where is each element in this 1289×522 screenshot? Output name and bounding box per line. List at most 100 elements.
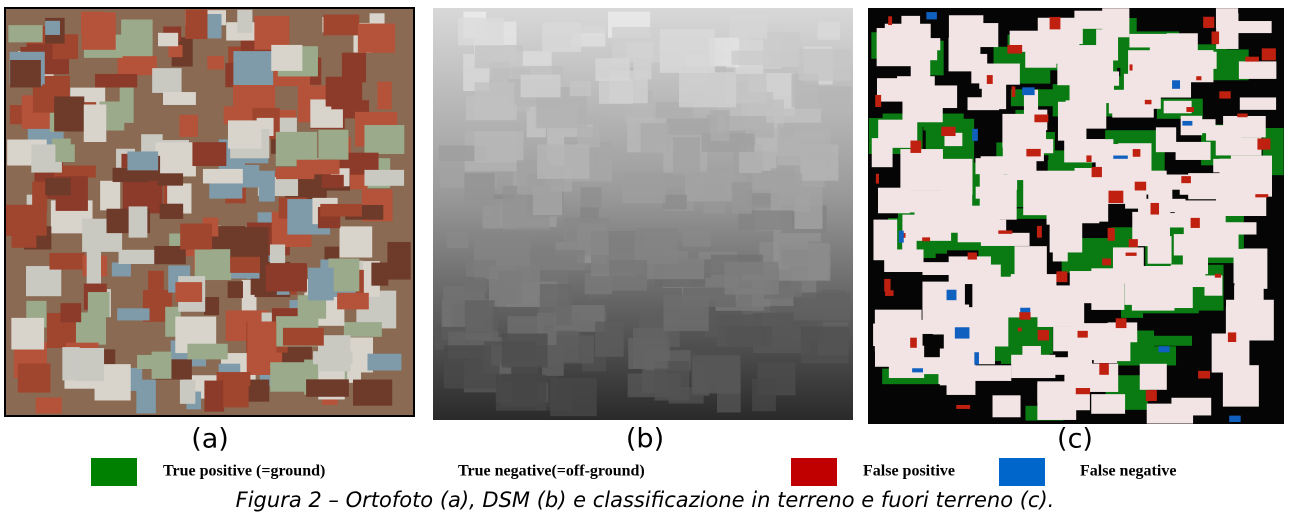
building-patch [949,15,983,38]
building-patch [1091,394,1125,414]
roof [180,224,212,250]
building-patch [1156,127,1176,152]
error-patch [1245,57,1259,62]
building-patch [1223,116,1266,137]
dsm-building [711,110,730,141]
roof [88,292,110,317]
dsm-building [752,173,802,193]
error-patch [899,231,904,243]
roof [247,322,276,358]
roof [297,160,340,175]
roof [163,92,196,105]
error-patch [1076,388,1090,394]
building-patch [919,38,940,50]
roof [36,398,62,414]
error-patch [1146,390,1157,401]
dsm-building [752,379,776,411]
building-patch [1132,289,1175,311]
building-patch [1053,327,1075,351]
building-patch [970,365,1012,381]
roof [344,322,382,337]
building-patch [1240,97,1276,109]
roof [195,249,232,280]
error-patch [1108,228,1115,241]
building-patch [872,138,893,167]
building-patch [1176,142,1211,160]
error-patch [1108,191,1123,203]
error-patch [1229,416,1240,422]
building-patch [1138,199,1185,212]
dsm-building [521,75,561,98]
roof [95,74,137,88]
error-patch [1116,318,1127,328]
dsm-building [685,171,733,201]
dsm-building [577,126,600,147]
error-patch [1196,76,1201,80]
error-patch [912,368,923,372]
dsm-building [465,300,495,332]
roof [127,151,158,170]
error-patch [1012,86,1016,97]
error-patch [1255,194,1268,197]
dsm-building [692,355,740,393]
building-patch [916,161,933,187]
building-patch [1148,236,1172,264]
roof [45,21,60,35]
dsm-building [799,49,851,81]
error-patch [1203,17,1214,28]
roof [233,84,275,111]
roof [254,16,289,50]
error-patch [888,16,892,25]
dsm-building [793,292,850,320]
building-patch [949,38,981,72]
roof [168,45,182,57]
roof [364,170,404,186]
error-patch [1007,45,1022,54]
error-patch [910,338,917,348]
error-patch [1182,121,1192,126]
roof [358,24,395,53]
building-patch [1216,13,1238,49]
dsm-building [779,243,831,280]
building-patch [1063,181,1108,222]
roof [157,173,183,185]
building-patch [1216,137,1262,155]
error-patch [1129,239,1138,247]
error-patch [876,174,879,184]
dsm-building [537,144,589,179]
roof [180,380,195,404]
dsm-building [475,82,515,119]
error-patch [1086,155,1091,162]
dsm-building [633,328,668,369]
error-patch [1130,64,1133,70]
error-patch [926,12,937,19]
error-patch [1257,138,1270,149]
dsm-building [475,45,523,68]
building-patch [993,395,1021,417]
building-patch [1104,289,1120,307]
building-patch [1057,45,1106,85]
roof [223,375,248,407]
roof [233,51,273,85]
roof [331,94,356,110]
dsm-building [683,226,711,247]
building-patch [1052,357,1083,375]
dsm-building [581,187,602,210]
building-patch [873,220,897,261]
error-patch [1186,107,1193,112]
panel-label: (a) [191,424,229,455]
error-patch [1034,115,1048,123]
dsm-building [679,72,736,107]
roof [26,266,61,296]
dsm-building [818,86,852,110]
error-patch [1219,91,1230,98]
dsm-building [570,81,591,96]
error-patch [1102,259,1111,266]
error-patch [1092,167,1102,177]
roof [230,257,260,273]
legend-label: True negative(=off-ground) [458,463,645,480]
roof [175,282,202,302]
roof [204,297,219,315]
roof [158,33,178,46]
legend: True positive (=ground)True negative(=of… [91,458,1176,486]
